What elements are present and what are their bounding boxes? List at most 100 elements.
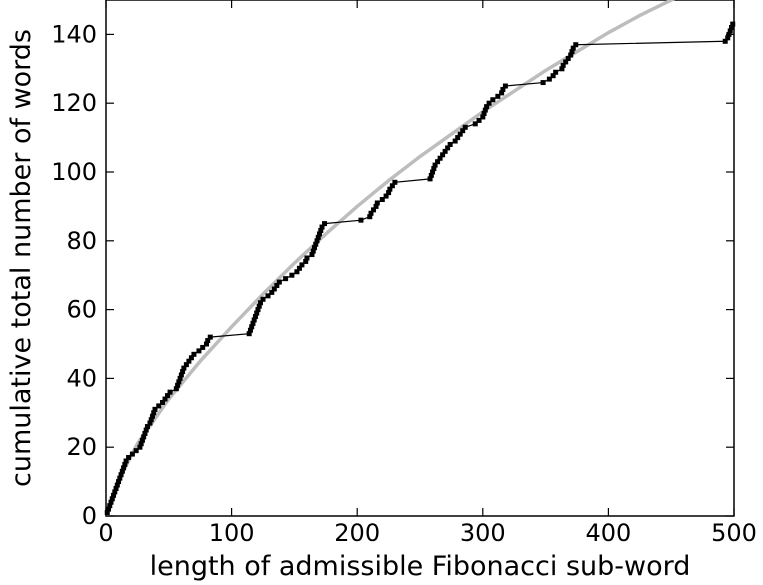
data-point — [368, 210, 374, 216]
data-point — [173, 386, 179, 392]
data-point — [165, 393, 171, 399]
data-point — [181, 365, 187, 371]
data-point — [482, 107, 488, 113]
data-point — [322, 221, 328, 227]
data-point — [573, 42, 579, 48]
data-point — [116, 479, 122, 485]
data-point — [371, 207, 377, 213]
data-point — [299, 262, 305, 268]
y-axis: 0 20 40 60 80 100 120 140 — [51, 20, 734, 530]
data-point — [313, 241, 319, 247]
data-point — [440, 152, 446, 158]
fit-curve — [106, 0, 676, 516]
data-point — [148, 417, 154, 423]
data-point — [447, 141, 453, 147]
data-point — [200, 344, 206, 350]
data-point — [373, 203, 379, 209]
data-point — [107, 503, 113, 509]
data-point — [455, 135, 461, 141]
data-point — [144, 424, 150, 430]
data-point — [430, 169, 436, 175]
data-point — [289, 272, 295, 278]
data-point — [250, 320, 256, 326]
data-point — [431, 166, 437, 172]
data-point — [540, 80, 546, 86]
data-point — [138, 441, 144, 447]
data-series-line — [106, 23, 734, 513]
plot-frame — [105, 0, 735, 517]
data-point — [427, 176, 433, 182]
data-point — [374, 200, 380, 206]
data-point — [260, 296, 266, 302]
data-point — [196, 348, 202, 354]
data-point — [722, 38, 728, 44]
data-point — [303, 258, 309, 264]
y-tick-label: 120 — [51, 89, 97, 117]
data-point — [108, 499, 114, 505]
data-point — [122, 461, 128, 467]
data-point — [249, 324, 255, 330]
data-point — [730, 21, 736, 27]
data-point — [387, 186, 393, 192]
data-point — [319, 224, 325, 230]
data-point — [460, 128, 466, 134]
data-point — [121, 465, 127, 471]
data-point — [304, 255, 310, 261]
data-point — [191, 351, 197, 357]
data-point — [392, 179, 398, 185]
data-point — [160, 399, 166, 405]
data-point — [389, 183, 395, 189]
data-point — [570, 45, 576, 51]
data-point — [318, 227, 324, 233]
data-point — [151, 410, 157, 416]
data-point — [177, 375, 183, 381]
data-point — [546, 76, 552, 82]
x-tick-label: 200 — [334, 519, 380, 547]
x-axis: 0 100 200 300 400 500 — [98, 0, 757, 547]
data-point — [119, 468, 125, 474]
data-point — [252, 313, 258, 319]
data-point — [246, 331, 252, 337]
data-point — [251, 317, 257, 323]
data-point — [123, 458, 129, 464]
data-point — [728, 25, 734, 31]
data-point — [269, 289, 275, 295]
x-axis-label: length of admissible Fibonacci sub-word — [150, 551, 691, 582]
data-point — [176, 379, 182, 385]
data-point — [445, 145, 451, 151]
data-point — [137, 444, 143, 450]
data-point — [143, 427, 149, 433]
data-point — [257, 300, 263, 306]
data-point — [255, 307, 261, 313]
data-point — [563, 59, 569, 65]
data-point — [156, 403, 162, 409]
data-point — [314, 238, 320, 244]
data-point — [311, 245, 317, 251]
data-point — [367, 214, 373, 220]
data-point — [126, 455, 132, 461]
data-point — [499, 90, 505, 96]
data-point — [565, 55, 571, 61]
data-point — [283, 276, 289, 282]
data-point — [386, 190, 392, 196]
data-point — [186, 358, 192, 364]
data-point — [183, 362, 189, 368]
data-point — [490, 97, 496, 103]
data-point — [203, 341, 209, 347]
x-tick-label: 300 — [460, 519, 506, 547]
data-point — [139, 437, 145, 443]
data-point — [149, 413, 155, 419]
data-point — [271, 286, 277, 292]
fit-curve-layer — [106, 0, 676, 516]
x-tick-label: 0 — [98, 519, 113, 547]
data-point — [481, 111, 487, 117]
data-point — [109, 496, 115, 502]
data-point — [180, 369, 186, 375]
data-point — [117, 475, 123, 481]
data-point — [274, 283, 280, 289]
data-point — [495, 93, 501, 99]
x-tick-label: 500 — [711, 519, 757, 547]
data-point — [167, 389, 173, 395]
data-point — [358, 217, 364, 223]
